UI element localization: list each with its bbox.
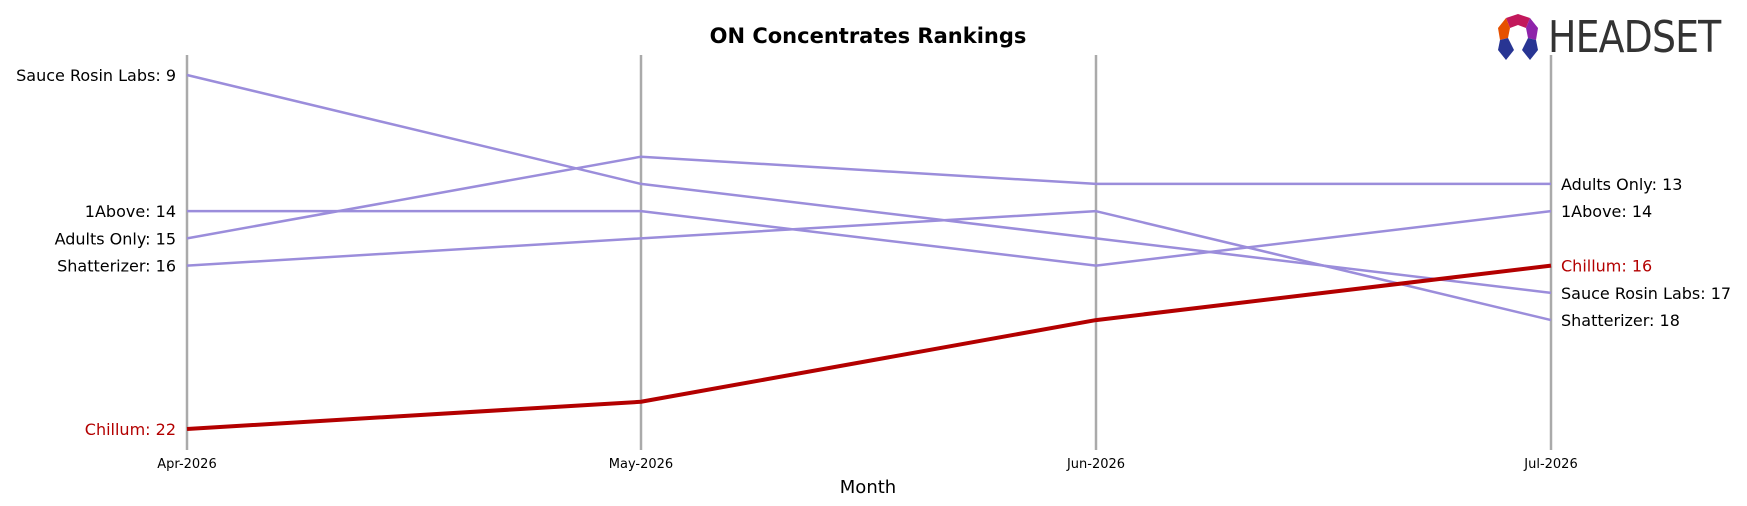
x-ticks: Apr-2026 May-2026 Jun-2026 Jul-2026	[157, 457, 1577, 472]
end-label-adults-only: Adults Only: 13	[1561, 175, 1682, 194]
start-label-adults-only: Adults Only: 15	[55, 229, 176, 248]
x-tick-label: May-2026	[609, 457, 673, 472]
headset-logo-text: HEADSET	[1548, 12, 1721, 63]
x-tick-label: Jul-2026	[1523, 457, 1577, 472]
series-line-shatterizer	[186, 209, 1552, 322]
start-label-shatterizer: Shatterizer: 16	[57, 257, 176, 276]
start-label-chillum: Chillum: 22	[85, 420, 176, 439]
headset-logo-icon	[1498, 14, 1538, 60]
series-line-chillum	[186, 263, 1552, 431]
end-label-shatterizer: Shatterizer: 18	[1561, 311, 1680, 330]
series-line-1above	[187, 209, 1552, 267]
grid-lines	[185, 55, 1553, 450]
start-label-sauce-rosin-labs: Sauce Rosin Labs: 9	[16, 66, 176, 85]
x-axis-label: Month	[840, 477, 896, 498]
start-label-1above: 1Above: 14	[85, 202, 176, 221]
series-line-adults-only	[186, 155, 1551, 240]
x-tick-label: Jun-2026	[1066, 457, 1125, 472]
chart-title: ON Concentrates Rankings	[710, 24, 1027, 48]
x-tick-label: Apr-2026	[157, 457, 216, 472]
series-lines	[186, 73, 1552, 431]
end-label-sauce-rosin-labs: Sauce Rosin Labs: 17	[1561, 284, 1731, 303]
headset-logo: HEADSET	[1492, 12, 1722, 64]
end-label-chillum: Chillum: 16	[1561, 257, 1652, 276]
end-label-1above: 1Above: 14	[1561, 202, 1652, 221]
series-labels: Sauce Rosin Labs: 9 Sauce Rosin Labs: 17 1…	[16, 66, 1731, 439]
